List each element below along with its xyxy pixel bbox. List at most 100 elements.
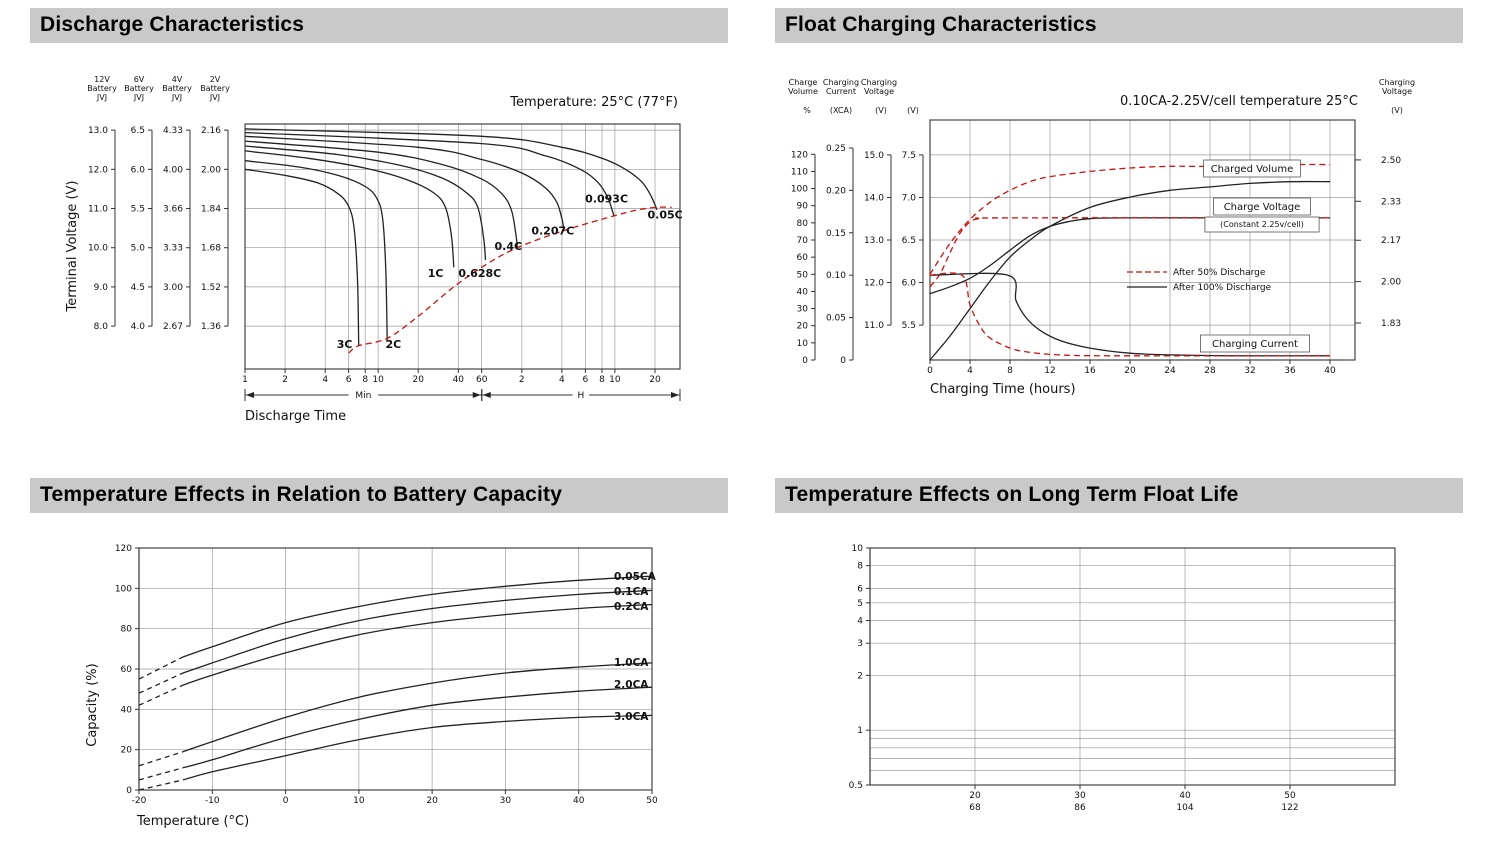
- label-0.10CA-2.25V/cell tempe: 0.10CA-2.25V/cell temperature 25°C: [1120, 94, 1358, 109]
- axis-header: Battery: [162, 84, 192, 93]
- section-title: Temperature Effects in Relation to Batte…: [40, 483, 563, 506]
- tick-label: 120: [791, 150, 808, 160]
- tick-label: 12.0: [88, 165, 108, 175]
- tick-label: 10.0: [88, 244, 108, 254]
- axis-header: Voltage: [1382, 87, 1412, 96]
- axis-header: 2V: [210, 75, 221, 84]
- tick-label: 40: [121, 705, 133, 715]
- x-tick-label: 20: [1124, 366, 1136, 376]
- axis-header: JVJ: [209, 93, 220, 102]
- section-title-bar: Float Charging Characteristics: [775, 8, 1463, 43]
- tick-label: 120: [115, 544, 132, 554]
- axis-header: 12V: [94, 75, 110, 84]
- tick-label: 1.36: [201, 322, 221, 332]
- temperature-capacity-chart: 0 20 40 60 80 100 120 -20 -10 0 10 20 30 40 50 0.05CA 0.…: [85, 544, 658, 829]
- series-0.2CA: [182, 603, 653, 686]
- tick-label: 4.0: [131, 322, 146, 332]
- tick-label: 40: [797, 287, 809, 297]
- tick-label: 2.00: [201, 165, 221, 175]
- x-tick-label: -20: [132, 796, 147, 806]
- x-tick-label: 2: [282, 375, 288, 385]
- tick-label: 15.0: [864, 151, 884, 161]
- x-tick-label: 0: [927, 366, 933, 376]
- axis-unit: (XCA): [830, 106, 852, 115]
- tick-label: 0.25: [826, 144, 846, 154]
- x-tick-label: 40: [453, 375, 465, 385]
- x-tick-label2: 86: [1074, 803, 1086, 813]
- tick-label: 6: [857, 584, 863, 594]
- x-tick-label: 2: [519, 375, 525, 385]
- tick-label: 0: [802, 356, 808, 366]
- tick-label: 2.16: [201, 126, 221, 136]
- axis-header: Battery: [87, 84, 117, 93]
- series-2C: [244, 160, 388, 341]
- axis-header: JVJ: [171, 93, 182, 102]
- section-temperature-capacity: Temperature Effects in Relation to Batte…: [30, 478, 728, 844]
- label-Charged Volume: Charged Volume: [1211, 164, 1294, 175]
- series-2.0CA: [182, 686, 653, 769]
- tick-label: 90: [797, 202, 809, 212]
- x-tick-label: 60: [476, 375, 488, 385]
- axis-header: Battery: [200, 84, 230, 93]
- axis-header: Charge: [789, 78, 818, 87]
- tick-label: 110: [791, 167, 808, 177]
- section-discharge-characteristics: Discharge Characteristics 13.0 12.0 11.0 10…: [30, 8, 728, 446]
- axis-header: Battery: [124, 84, 154, 93]
- tick-label: 80: [797, 219, 809, 229]
- series-0.1CA-dashed: [138, 672, 184, 694]
- x-tick-label: 4: [967, 366, 973, 376]
- label-0.093C: 0.093C: [585, 192, 628, 205]
- axis-unit: %: [803, 106, 811, 115]
- label-0.05CA: 0.05CA: [614, 571, 657, 583]
- x-tick-label: 40: [1179, 791, 1191, 801]
- span-label: H: [577, 391, 584, 401]
- span-label: Min: [355, 391, 371, 401]
- series-0.093C: [244, 131, 615, 217]
- tick-label: 5.0: [131, 244, 146, 254]
- tick-label: 100: [791, 185, 808, 195]
- axis-header: Charging: [1379, 78, 1415, 87]
- tick-label: 20: [121, 746, 133, 756]
- series-0.2CA-dashed: [138, 684, 184, 706]
- series-charge-voltage-100: [929, 217, 1331, 295]
- tick-label: 60: [797, 253, 809, 263]
- label-After 100% Discharge: After 100% Discharge: [1173, 283, 1272, 293]
- x-tick-label: 20: [412, 375, 424, 385]
- axis-capacity: 0 20 40 60 80 100 120: [115, 544, 140, 796]
- tick-label: 2.33: [1381, 197, 1401, 207]
- x-tick-label: 36: [1284, 366, 1296, 376]
- tick-label: 8: [857, 562, 863, 572]
- x-tick-label: 30: [1074, 791, 1086, 801]
- tick-label: 5.5: [131, 205, 145, 215]
- tick-label: 10: [852, 544, 864, 554]
- x-tick-label: 6: [583, 375, 589, 385]
- axis-header: Voltage: [864, 87, 894, 96]
- tick-label: 3.66: [163, 205, 183, 215]
- axis-charge-volume: 0 10 20 30 40 50 60 70 80 90 100 110 120 ChargeVolume…: [788, 78, 818, 366]
- label-1.0CA: 1.0CA: [614, 657, 649, 669]
- tick-label: 0.20: [826, 186, 846, 196]
- series-0.05CA-dashed: [138, 656, 184, 680]
- section-title: Float Charging Characteristics: [785, 13, 1097, 36]
- tick-label: 60: [121, 665, 133, 675]
- series-1.0CA: [182, 662, 653, 753]
- tick-label: 0: [840, 356, 846, 366]
- axis-header: Charging: [823, 78, 859, 87]
- series-charging-current-100: [929, 272, 1331, 357]
- section-title-bar: Discharge Characteristics: [30, 8, 728, 43]
- x-tick-label: 20: [426, 796, 438, 806]
- x-tick-label2: 68: [969, 803, 981, 813]
- axis-header: 6V: [134, 75, 145, 84]
- tick-label: 1: [857, 726, 863, 736]
- tick-label: 1.83: [1381, 319, 1401, 329]
- label-2.0CA: 2.0CA: [614, 679, 649, 691]
- x-tick-label: 24: [1164, 366, 1176, 376]
- series-0.4C: [244, 140, 518, 248]
- axis-header: JVJ: [96, 93, 107, 102]
- tick-label: 6.5: [131, 126, 145, 136]
- label-1C: 1C: [428, 267, 444, 280]
- label-2C: 2C: [385, 338, 401, 351]
- axis-span-H: H: [481, 389, 681, 401]
